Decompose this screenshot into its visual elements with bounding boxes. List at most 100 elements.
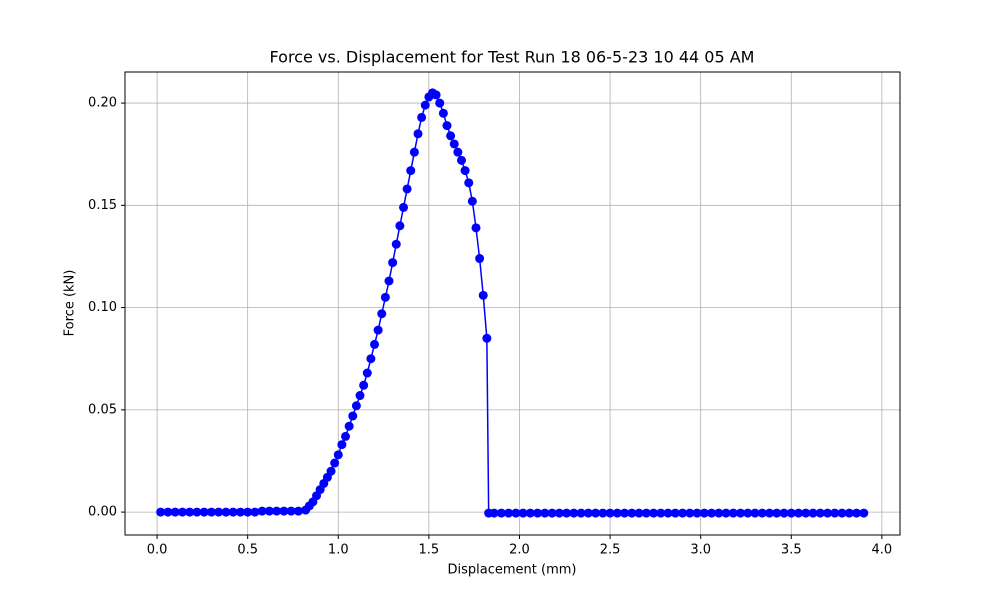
data-point [475,254,485,264]
x-axis-label: Displacement (mm) [448,563,577,578]
data-point [177,507,187,517]
data-point [370,339,380,349]
data-point [163,507,173,517]
data-point [235,507,245,517]
data-point [852,508,862,518]
data-point [678,508,688,518]
data-point [699,508,709,518]
data-point [830,508,840,518]
data-point [489,508,499,518]
data-point [728,508,738,518]
data-point [438,108,448,118]
data-point [464,178,474,188]
data-point [460,166,470,176]
data-point [765,508,775,518]
data-point [170,507,180,517]
data-point [801,508,811,518]
x-tick-label: 0.5 [237,543,258,558]
data-point [214,507,224,517]
data-point [330,458,340,468]
data-point [772,508,782,518]
data-point [743,508,753,518]
y-tick-label: 0.00 [88,505,117,520]
data-point [670,508,680,518]
data-point [547,508,557,518]
data-point [554,508,564,518]
data-point [641,508,651,518]
data-point [243,507,253,517]
data-point [359,380,369,390]
data-point [583,508,593,518]
data-point [337,440,347,450]
data-point [525,508,535,518]
data-point [264,506,274,516]
data-point [377,309,387,319]
data-point [627,508,637,518]
data-point [279,506,289,516]
data-point [192,507,202,517]
data-point [456,155,466,165]
data-point [355,391,365,401]
plot-area [156,88,869,518]
data-point [504,508,514,518]
data-point [620,508,630,518]
data-point [272,506,282,516]
data-point [518,508,528,518]
data-point [533,508,543,518]
data-point [467,196,477,206]
data-point [540,508,550,518]
x-tick-label: 2.0 [509,543,530,558]
data-point [844,508,854,518]
data-point [442,121,452,131]
data-point [395,221,405,231]
data-point [446,131,456,141]
data-point [707,508,717,518]
x-tick-label: 4.0 [872,543,893,558]
data-point [663,508,673,518]
data-point [794,508,804,518]
data-point [326,466,336,476]
data-point [562,508,572,518]
y-tick-label: 0.05 [88,402,117,417]
x-tick-label: 2.5 [600,543,621,558]
x-tick-label: 3.0 [690,543,711,558]
chart-title: Force vs. Displacement for Test Run 18 0… [270,48,755,67]
data-point [362,368,372,378]
y-tick-label: 0.20 [88,96,117,111]
data-point [206,507,216,517]
data-point [478,290,488,300]
data-point [511,508,521,518]
data-point [406,166,416,176]
data-point [341,431,351,441]
data-point [453,147,463,157]
axes-frame [124,71,901,536]
data-point [199,507,209,517]
data-point [380,292,390,302]
x-tick-label: 3.5 [781,543,802,558]
data-point [348,411,358,421]
data-point [409,147,419,157]
data-point [598,508,608,518]
data-point [333,450,343,460]
data-point [757,508,767,518]
data-point [482,333,492,343]
data-point [736,508,746,518]
data-point [692,508,702,518]
data-point [612,508,622,518]
data-point [859,508,869,518]
data-point [721,508,731,518]
data-point [591,508,601,518]
data-point [420,100,430,110]
data-point [388,258,398,268]
data-point [569,508,579,518]
y-tick-label: 0.15 [88,198,117,213]
data-point [605,508,615,518]
data-point [413,129,423,139]
data-point [351,401,361,411]
data-point [656,508,666,518]
data-point [402,184,412,194]
data-point [449,139,459,149]
x-tick-label: 0.0 [147,543,168,558]
data-point [471,223,481,233]
